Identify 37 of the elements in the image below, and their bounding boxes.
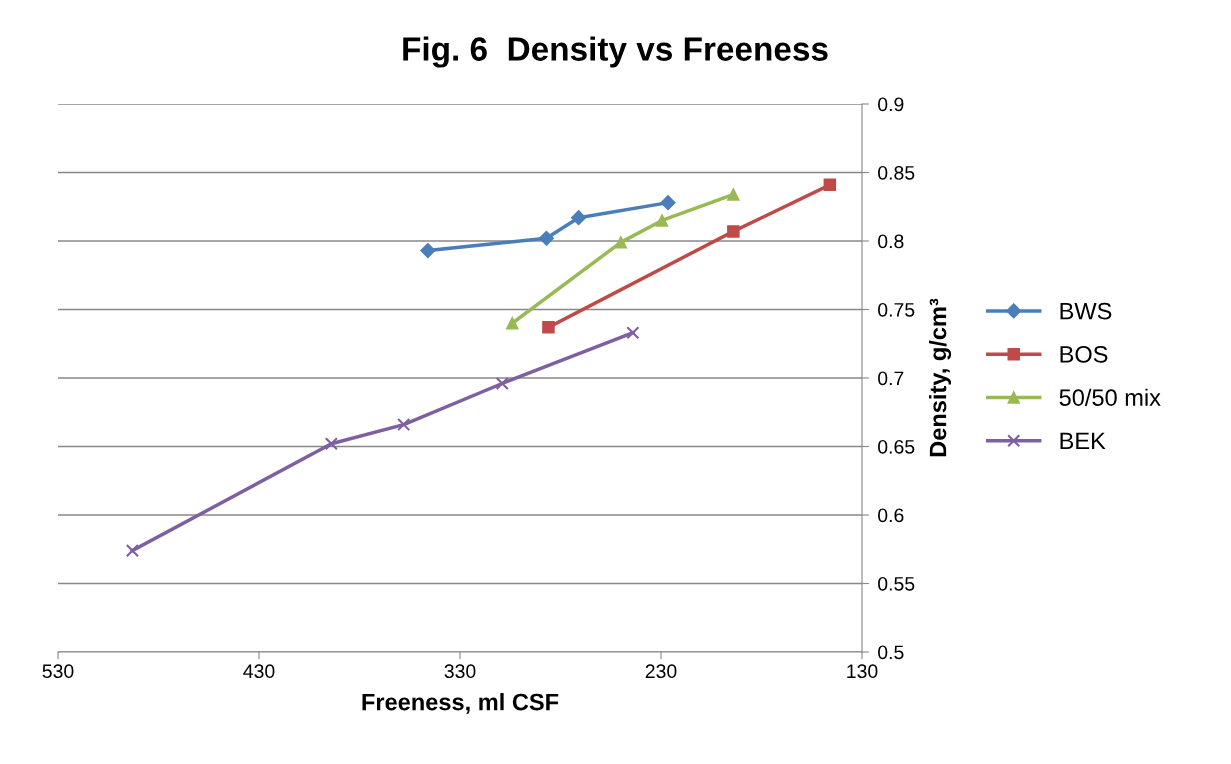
x-axis-title: Freeness, ml CSF: [362, 693, 559, 714]
legend-label: BEK: [1060, 432, 1106, 449]
point: [538, 230, 555, 246]
point: [125, 544, 139, 558]
legend-label: 50/50 mix: [1059, 388, 1161, 406]
y-tick-label: 0.55: [878, 576, 915, 591]
point: [614, 236, 628, 249]
y-tick-label: 0.85: [878, 165, 915, 180]
y-tick-label: 0.75: [878, 302, 915, 317]
x-tick-label: 330: [444, 664, 476, 679]
point: [542, 321, 555, 334]
y-tick-label: 0.9: [878, 97, 904, 112]
y-tick-label: 0.65: [878, 439, 915, 454]
point: [397, 417, 411, 432]
legend-label: BWS: [1060, 302, 1112, 320]
point: [324, 437, 338, 451]
legend-label: BOS: [1060, 345, 1108, 363]
y-tick-label: 0.8: [878, 234, 904, 249]
y-tick-label: 0.5: [878, 645, 904, 660]
x-tick-label: 130: [847, 664, 878, 679]
x-tick-label: 430: [243, 664, 275, 679]
point: [727, 225, 740, 238]
point: [571, 210, 587, 226]
x-tick-label: 230: [645, 664, 677, 679]
point: [506, 316, 519, 330]
point: [495, 376, 509, 391]
x-tick-label: 530: [42, 664, 74, 679]
point: [655, 214, 669, 227]
chart-title: Fig. 6 Density vs Freeness: [403, 36, 828, 68]
point: [626, 326, 640, 340]
point: [660, 195, 676, 211]
y-axis-title: Density, g/cm³: [929, 298, 952, 457]
point: [823, 178, 837, 192]
point: [420, 243, 436, 259]
point: [727, 188, 740, 201]
y-tick-label: 0.6: [878, 508, 904, 523]
y-tick-label: 0.7: [878, 371, 904, 386]
